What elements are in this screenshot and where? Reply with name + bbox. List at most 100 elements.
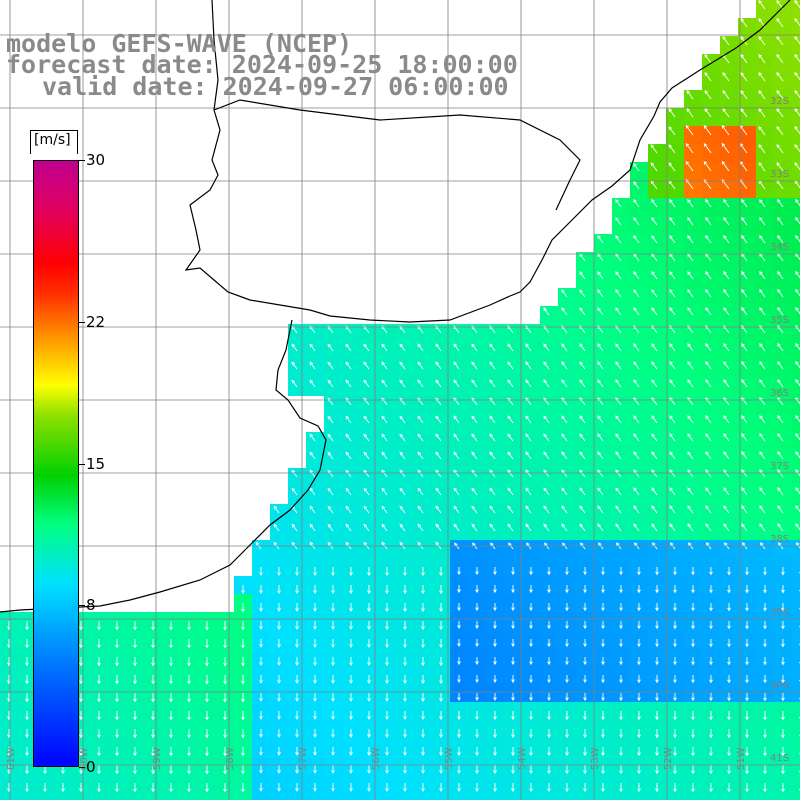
wind-arrow-head — [777, 523, 781, 527]
wind-arrow-head — [439, 680, 443, 685]
wind-arrow-head — [345, 487, 350, 492]
wind-arrow — [669, 487, 676, 496]
wind-arrow-head — [547, 734, 551, 739]
wind-arrow-head — [385, 644, 389, 649]
wind-arrow-head — [709, 625, 713, 630]
wind-arrow-head — [669, 343, 673, 347]
wind-arrow — [795, 523, 800, 531]
wind-arrow-head — [511, 661, 515, 666]
wind-arrow-head — [472, 542, 476, 547]
wind-arrow — [381, 415, 388, 424]
wind-arrow — [417, 397, 424, 406]
wind-arrow-head — [673, 661, 677, 666]
wind-arrow — [668, 180, 676, 190]
wind-arrow-head — [565, 607, 569, 612]
wind-arrow — [705, 469, 712, 478]
wind-arrow-head — [273, 541, 278, 546]
wind-arrow — [759, 361, 766, 370]
wind-arrow-head — [763, 770, 767, 775]
wind-arrow-head — [507, 433, 511, 438]
wind-arrow-head — [435, 361, 439, 366]
wind-arrow-head — [511, 607, 515, 612]
wind-arrow-head — [489, 469, 493, 474]
wind-arrow-head — [97, 788, 101, 793]
wind-cell — [792, 36, 800, 54]
wind-arrow-head — [619, 661, 623, 666]
wind-arrow-head — [475, 770, 479, 775]
wind-arrow-head — [529, 697, 533, 702]
wind-arrow — [363, 343, 370, 352]
wind-arrow — [777, 199, 784, 208]
wind-arrow — [489, 451, 496, 460]
wind-arrow-head — [259, 626, 263, 630]
wind-arrow — [669, 523, 676, 532]
wind-arrow — [722, 108, 730, 118]
wind-arrow-head — [741, 198, 745, 203]
wind-arrow — [507, 433, 514, 442]
wind-arrow — [363, 488, 370, 496]
wind-arrow — [417, 524, 424, 532]
wind-arrow-head — [79, 626, 83, 631]
wind-arrow-head — [471, 487, 475, 492]
wind-arrow-head — [525, 487, 529, 492]
wind-arrow-head — [579, 271, 583, 275]
wind-arrow-head — [151, 644, 155, 649]
wind-arrow-head — [673, 770, 677, 775]
wind-arrow — [723, 397, 730, 406]
wind-arrow-head — [723, 235, 727, 239]
wind-arrow-head — [723, 198, 727, 203]
wind-arrow-head — [745, 661, 749, 666]
wind-arrow — [345, 470, 352, 478]
wind-arrow-head — [651, 307, 655, 311]
wind-arrow — [651, 415, 658, 424]
wind-arrow-head — [565, 571, 569, 576]
wind-arrow — [561, 505, 568, 514]
wind-arrow-head — [475, 679, 479, 684]
wind-arrow — [363, 361, 370, 370]
wind-arrow — [633, 523, 640, 532]
wind-arrow — [794, 72, 800, 81]
wind-arrow-head — [685, 124, 690, 129]
wind-arrow — [705, 307, 712, 316]
wind-arrow-head — [759, 379, 763, 383]
wind-arrow-head — [759, 451, 763, 455]
wind-arrow-head — [727, 661, 731, 666]
wind-arrow-head — [79, 770, 83, 775]
wind-arrow-head — [25, 752, 29, 757]
wind-arrow — [650, 162, 658, 172]
wind-arrow-head — [669, 217, 673, 221]
wind-arrow — [489, 415, 496, 424]
wind-arrow-head — [740, 18, 744, 22]
wind-arrow — [399, 524, 406, 532]
wind-arrow-head — [151, 662, 155, 667]
wind-arrow — [561, 523, 568, 532]
wind-arrow — [795, 415, 800, 423]
wind-arrow-head — [417, 469, 422, 474]
wind-arrow — [633, 253, 640, 262]
wind-arrow-head — [187, 698, 191, 703]
wind-arrow — [777, 235, 784, 244]
wind-arrow-head — [740, 36, 744, 40]
wind-arrow — [381, 397, 388, 406]
wind-arrow-head — [781, 679, 785, 684]
wind-arrow-head — [727, 788, 731, 793]
wind-arrow-head — [295, 788, 299, 792]
wind-arrow — [777, 487, 784, 496]
wind-arrow-head — [345, 433, 350, 438]
wind-arrow — [579, 487, 586, 496]
wind-arrow-head — [758, 18, 762, 22]
wind-arrow-head — [543, 379, 547, 384]
wind-arrow-head — [435, 505, 440, 510]
wind-arrow-head — [259, 608, 263, 612]
wind-arrow-head — [529, 770, 533, 775]
wind-arrow — [381, 361, 388, 370]
longitude-labels: 61W 60W 59W 58W 57W 56W 55W 54W 53W 52W 51W — [6, 747, 747, 770]
wind-arrow-head — [385, 590, 389, 595]
wind-arrow-head — [669, 469, 673, 474]
wind-arrow-head — [601, 788, 605, 793]
wind-arrow-head — [529, 752, 533, 757]
wind-arrow — [507, 343, 514, 352]
wind-arrow-head — [417, 361, 421, 366]
wind-arrow-head — [561, 451, 565, 456]
wind-arrow-head — [741, 505, 745, 509]
